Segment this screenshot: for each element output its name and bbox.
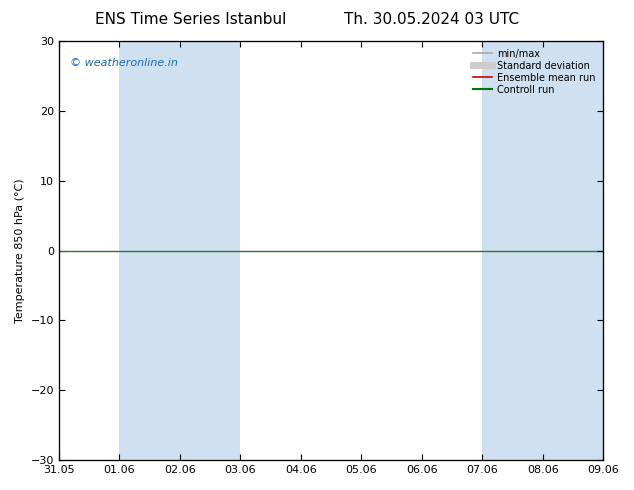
Text: © weatheronline.in: © weatheronline.in (70, 58, 178, 68)
Bar (119, 41, 240, 460)
Y-axis label: Temperature 850 hPa (°C): Temperature 850 hPa (°C) (15, 178, 25, 323)
Bar (482, 41, 603, 460)
Text: ENS Time Series Istanbul: ENS Time Series Istanbul (94, 12, 286, 27)
Legend: min/max, Standard deviation, Ensemble mean run, Controll run: min/max, Standard deviation, Ensemble me… (470, 46, 598, 98)
Text: Th. 30.05.2024 03 UTC: Th. 30.05.2024 03 UTC (344, 12, 519, 27)
